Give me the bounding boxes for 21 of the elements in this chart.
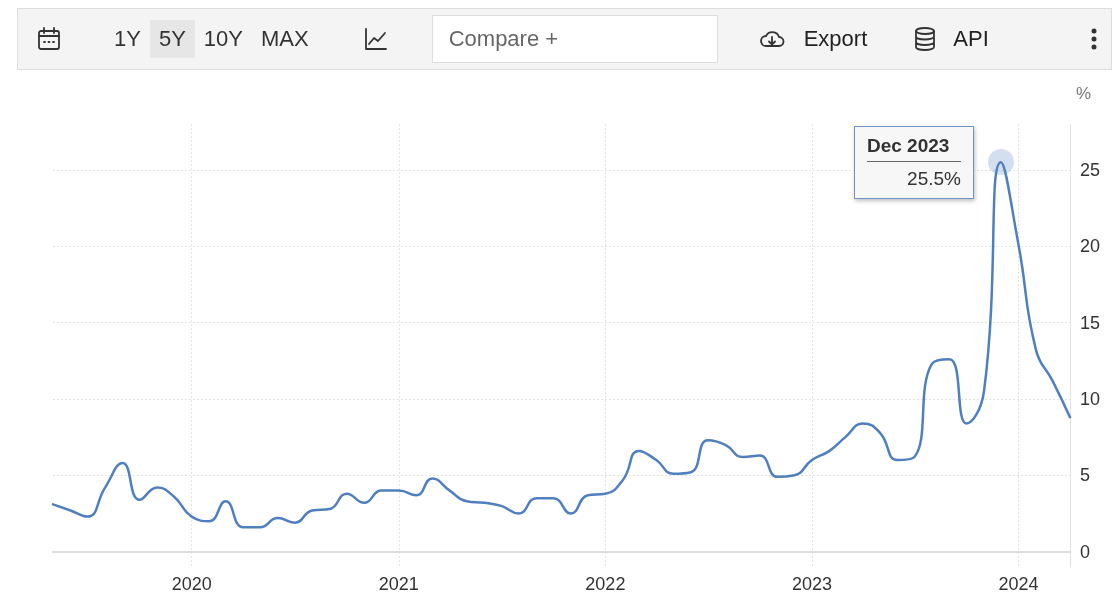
x-tick-label: 2021 <box>378 574 419 594</box>
y-tick-label: 25 <box>1080 159 1101 180</box>
tooltip-box: Dec 2023 25.5% <box>853 126 974 200</box>
x-tick-label: 2020 <box>171 574 212 594</box>
y-tick-label: 20 <box>1080 236 1101 257</box>
text: Compare + <box>431 15 718 63</box>
text: Export <box>803 26 868 52</box>
annotation: Dec 2023 25.5% <box>866 135 961 191</box>
y-tick-label: 15 <box>1080 312 1101 333</box>
y-tick-label: 10 <box>1080 388 1101 409</box>
text: 10Y <box>202 25 244 53</box>
x-tick-label: 2024 <box>998 574 1039 594</box>
y-tick-label: 0 <box>1080 541 1091 562</box>
text: MAX <box>260 25 310 53</box>
y-tick-label: 5 <box>1080 465 1091 486</box>
x-tick-label: 2022 <box>585 574 626 594</box>
x-tick-label: 2023 <box>791 574 832 594</box>
text: 5Y <box>149 20 195 58</box>
text: 1Y <box>113 25 142 53</box>
text: API <box>953 26 989 52</box>
y-axis-title: % <box>1076 84 1092 103</box>
